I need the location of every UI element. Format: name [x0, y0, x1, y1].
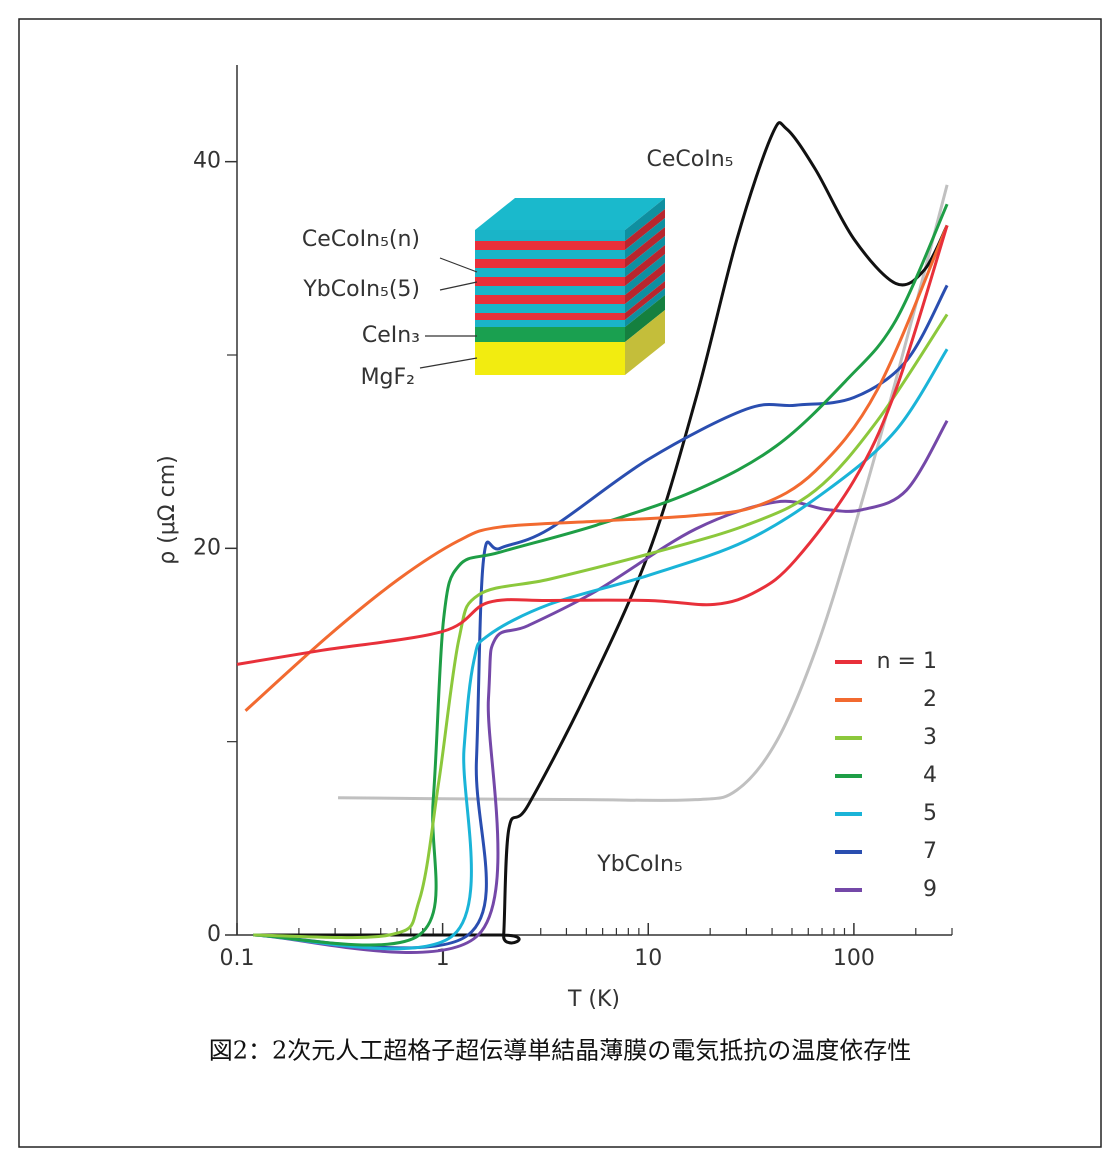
x-axis-label: T (K): [567, 987, 620, 1012]
inset-layer: [475, 241, 625, 250]
y-tick-label: 20: [193, 535, 221, 560]
inset-layer-side: [625, 236, 665, 277]
legend-label: 3: [923, 725, 937, 750]
inset-layer-side: [625, 227, 665, 268]
inset-label: CeCoIn₅(n): [302, 227, 420, 252]
series-line: [244, 224, 949, 712]
x-tick-label: 0.1: [220, 946, 255, 971]
inset-label: YbCoIn₅(5): [302, 277, 420, 302]
inset-layer: [475, 320, 625, 327]
inset-layer-side: [625, 245, 665, 286]
inset-layer: [475, 268, 625, 277]
series-line: [253, 121, 949, 945]
series-line: [253, 348, 949, 951]
legend-label: 7: [923, 839, 937, 864]
series-line: [253, 203, 949, 947]
leader-line: [439, 281, 478, 291]
inset-layer-side: [625, 254, 665, 295]
inset-layer-side: [625, 310, 665, 375]
legend-label: n = 1: [877, 649, 937, 674]
inset-layer-side: [625, 218, 665, 259]
y-tick-label: 40: [193, 149, 221, 174]
frame: [18, 18, 1102, 1148]
series-annotation: YbCoIn₅: [596, 852, 682, 877]
x-tick-label: 10: [634, 946, 662, 971]
inset-layer: [475, 313, 625, 320]
inset-layer-side: [625, 281, 665, 320]
inset-layer-side: [625, 295, 665, 342]
legend-label: 4: [923, 763, 937, 788]
inset-leaders: [419, 257, 478, 369]
x-tick-label: 100: [833, 946, 875, 971]
inset-layer-side: [625, 198, 665, 241]
series-line: [253, 313, 949, 940]
series-line: [253, 284, 949, 950]
x-tick-label: 1: [436, 946, 450, 971]
legend-label: 5: [923, 801, 937, 826]
inset-layer: [475, 342, 625, 375]
y-axis-label: ρ (μΩ cm): [155, 455, 180, 564]
inset-layer: [475, 277, 625, 286]
inset-layer: [475, 327, 625, 342]
inset-layer: [475, 259, 625, 268]
inset-top: [475, 198, 665, 230]
inset-layer-side: [625, 272, 665, 313]
inset-diagram: [475, 198, 665, 375]
caption: 図2：2次元人工超格子超伝導単結晶薄膜の電気抵抗の温度依存性: [209, 1037, 912, 1065]
series-annotation: CeCoIn₅: [647, 147, 734, 172]
inset-label: MgF₂: [361, 365, 415, 390]
inset-layer-side: [625, 209, 665, 250]
inset-layer-side: [625, 263, 665, 304]
legend-label: 9: [923, 877, 937, 902]
inset-label: CeIn₃: [362, 323, 420, 348]
inset-layer-side: [625, 288, 665, 327]
series-line: [236, 225, 949, 666]
inset-layer: [475, 230, 625, 241]
leader-line: [419, 357, 478, 369]
inset-layer: [475, 286, 625, 295]
inset-layer: [475, 250, 625, 259]
legend-label: 2: [923, 687, 937, 712]
y-tick-label: 0: [207, 922, 221, 947]
leader-line: [439, 257, 478, 273]
inset-layer: [475, 304, 625, 313]
inset-layer: [475, 295, 625, 304]
